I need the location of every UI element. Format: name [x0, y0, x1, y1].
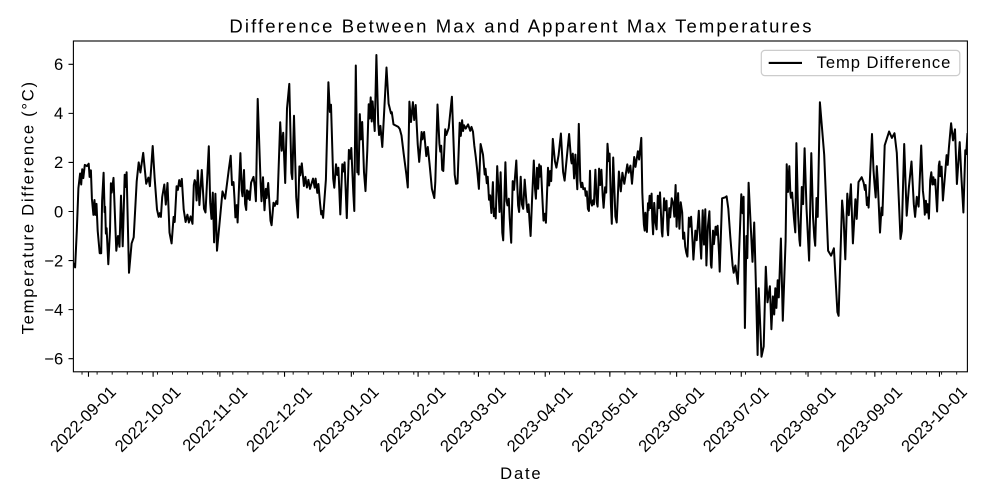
svg-text:4: 4 [54, 104, 63, 123]
svg-text:0: 0 [54, 202, 63, 221]
svg-text:−4: −4 [44, 300, 63, 319]
svg-text:−6: −6 [44, 350, 63, 369]
svg-text:6: 6 [54, 55, 63, 74]
svg-text:Temperature Difference (°C): Temperature Difference (°C) [19, 80, 38, 334]
svg-text:2: 2 [54, 153, 63, 172]
svg-text:Temp Difference: Temp Difference [817, 53, 952, 72]
svg-text:−2: −2 [44, 251, 63, 270]
svg-text:Difference Between Max and App: Difference Between Max and Apparent Max … [229, 15, 813, 36]
svg-text:Date: Date [500, 464, 542, 483]
